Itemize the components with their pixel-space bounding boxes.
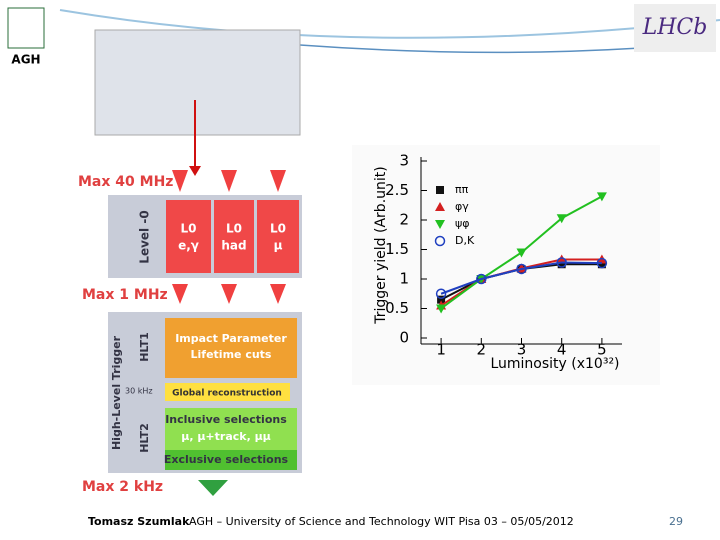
exclusive-box bbox=[165, 450, 297, 470]
marker bbox=[516, 263, 527, 275]
marker bbox=[556, 214, 567, 224]
x-axis-label: Luminosity (x10³²) bbox=[490, 356, 619, 372]
y-tick-label: 0 bbox=[399, 329, 409, 347]
box-text: Lifetime cuts bbox=[191, 348, 272, 361]
logo-right: LHCb bbox=[642, 15, 708, 40]
box-text: had bbox=[221, 239, 246, 253]
arrow bbox=[198, 480, 228, 496]
x-tick-label: 3 bbox=[517, 341, 527, 359]
legend-marker bbox=[435, 202, 445, 211]
legend-label: D,K bbox=[455, 234, 475, 247]
legend-label: ψφ bbox=[455, 217, 470, 230]
box-text: Inclusive selections bbox=[165, 413, 287, 426]
marker bbox=[556, 257, 567, 268]
y-tick-label: 2 bbox=[399, 211, 409, 229]
x-tick-label: 2 bbox=[477, 341, 487, 359]
marker bbox=[596, 257, 608, 269]
marker bbox=[436, 304, 447, 314]
box-text: Impact Parameter bbox=[175, 332, 287, 345]
page-number: 29 bbox=[669, 515, 683, 528]
box-text: Global reconstruction bbox=[172, 389, 282, 399]
arrow-head bbox=[189, 166, 201, 176]
rate-label: Max 1 MHz bbox=[82, 287, 168, 303]
marker bbox=[435, 288, 447, 299]
x-tick-label: 4 bbox=[557, 341, 567, 359]
l0-box bbox=[257, 200, 299, 273]
marker bbox=[596, 192, 607, 202]
level-label: Level -0 bbox=[138, 210, 152, 263]
marker bbox=[557, 260, 566, 269]
y-tick-label: 1 bbox=[399, 270, 409, 288]
legend-marker bbox=[435, 220, 445, 229]
l0-box bbox=[166, 200, 211, 273]
marker bbox=[597, 260, 606, 269]
marker bbox=[476, 273, 487, 285]
hlt1-label: HLT1 bbox=[138, 332, 151, 362]
box-text: L0 bbox=[270, 222, 286, 236]
l0-box bbox=[214, 200, 254, 273]
global-box bbox=[165, 383, 290, 401]
rate-label: Max 2 kHz bbox=[82, 479, 163, 495]
rate-note: 30 kHz bbox=[125, 387, 153, 396]
arrows bbox=[172, 170, 286, 192]
rate-label: Max 40 MHz bbox=[78, 174, 173, 190]
box-text: e,γ bbox=[178, 239, 199, 253]
legend-marker bbox=[434, 235, 446, 247]
legend-label: φγ bbox=[455, 200, 469, 213]
x-tick-label: 1 bbox=[436, 341, 446, 359]
box-text: L0 bbox=[226, 222, 242, 236]
hlt-label: High-Level Trigger bbox=[110, 335, 123, 450]
affiliation: AGH – University of Science and Technolo… bbox=[189, 515, 574, 528]
legend-marker bbox=[436, 186, 444, 194]
author: Tomasz Szumlak bbox=[88, 515, 190, 528]
y-tick-label: 3 bbox=[399, 152, 409, 170]
hlt2-label: HLT2 bbox=[138, 423, 151, 453]
y-tick-label: 0.5 bbox=[385, 299, 409, 317]
detector-image bbox=[94, 29, 301, 136]
arrows bbox=[172, 284, 286, 304]
y-axis-label: Trigger yield (Arb.unit) bbox=[373, 166, 389, 324]
x-tick-label: 5 bbox=[597, 341, 607, 359]
marker bbox=[556, 254, 567, 264]
y-tick-label: 2.5 bbox=[385, 181, 409, 199]
impact-box bbox=[165, 318, 297, 378]
legend-label: ππ bbox=[455, 183, 469, 196]
marker bbox=[516, 248, 527, 258]
decor bbox=[59, 9, 720, 39]
chart-panel bbox=[352, 145, 660, 385]
box-text: μ, μ+track, μμ bbox=[181, 430, 271, 443]
logo-box bbox=[634, 4, 716, 52]
series-line bbox=[440, 261, 602, 295]
logo-left: AGH bbox=[11, 53, 40, 67]
box-text: L0 bbox=[181, 222, 197, 236]
y-tick-label: 1.5 bbox=[385, 240, 409, 258]
logo-box bbox=[7, 7, 45, 49]
box-text: Exclusive selections bbox=[164, 453, 289, 466]
marker bbox=[437, 295, 446, 304]
box-text: μ bbox=[274, 239, 283, 253]
decor bbox=[299, 44, 641, 54]
